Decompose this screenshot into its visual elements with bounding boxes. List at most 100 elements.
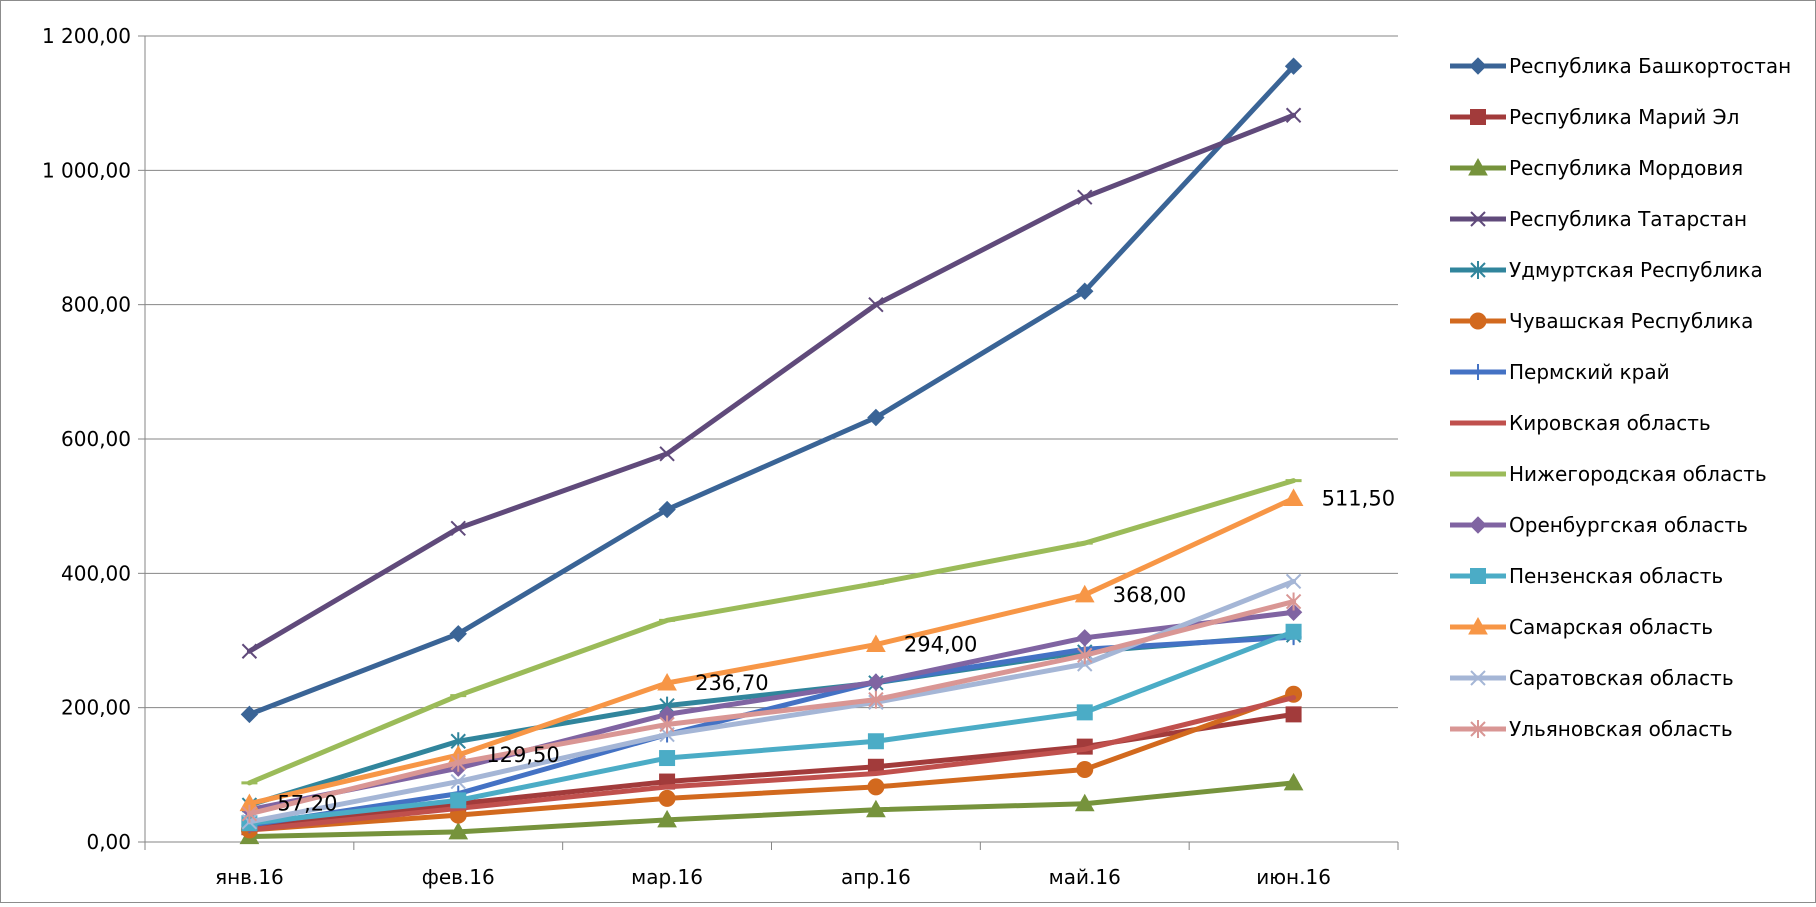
series-14 — [241, 592, 1302, 823]
series-7 — [241, 629, 1302, 834]
data-label: 129,50 — [486, 743, 559, 767]
data-point — [657, 809, 677, 828]
legend-entry: Самарская область — [1450, 615, 1713, 639]
gridlines — [145, 35, 1398, 709]
data-point — [867, 673, 885, 691]
data-point — [1074, 793, 1095, 812]
legend-entry: Нижегородская область — [1450, 462, 1767, 486]
data-point — [1077, 646, 1093, 665]
legend-entry: Пензенская область — [1450, 564, 1723, 588]
data-point — [450, 792, 467, 809]
axes: 0,00 200,00 400,00 600,00 800,00 1 000,00 1 20… — [42, 24, 1399, 889]
legend-marker — [1470, 261, 1486, 279]
data-label: 236,70 — [695, 671, 768, 695]
data-label: 368,00 — [1113, 583, 1186, 607]
data-point — [1285, 107, 1302, 123]
y-tick-label: 0,00 — [86, 830, 131, 854]
y-tick-label: 1 200,00 — [42, 24, 131, 48]
data-point — [1285, 573, 1302, 590]
series-line — [246, 478, 1297, 786]
data-point — [1076, 760, 1094, 778]
series-line — [246, 695, 1297, 833]
data-point — [868, 296, 884, 313]
legend-entry: Оренбургская область — [1450, 513, 1748, 537]
legend-entry: Республика Татарстан — [1450, 207, 1747, 231]
data-point — [1285, 706, 1302, 723]
data-point — [1284, 603, 1303, 621]
legend-marker — [1469, 57, 1487, 75]
series-1 — [240, 57, 1303, 724]
legend-label: Пензенская область — [1509, 564, 1723, 588]
legend-marker — [1470, 720, 1486, 738]
data-point — [1074, 584, 1095, 603]
legend-label: Удмуртская Республика — [1509, 258, 1763, 282]
legend-label: Нижегородская область — [1509, 462, 1767, 486]
data-point — [657, 672, 677, 691]
legend-label: Кировская область — [1509, 411, 1711, 435]
y-tick-label: 400,00 — [61, 561, 131, 585]
x-tick-label: фев.16 — [422, 865, 495, 889]
legend-label: Республика Мордовия — [1509, 156, 1743, 180]
data-point — [867, 778, 885, 796]
y-tick-label: 1 000,00 — [42, 158, 131, 182]
legend-entry: Республика Башкортостан — [1450, 54, 1791, 78]
series-lines — [239, 57, 1304, 845]
legend-label: Республика Башкортостан — [1509, 54, 1791, 78]
legend-marker — [1469, 516, 1487, 534]
data-point — [1283, 488, 1304, 506]
series-4 — [241, 107, 1302, 659]
legend-label: Республика Марий Эл — [1509, 105, 1739, 129]
legend-label: Ульяновская область — [1509, 717, 1733, 741]
data-point — [1077, 189, 1093, 205]
series-line — [246, 629, 1297, 826]
legend-marker — [1468, 616, 1488, 635]
data-point — [448, 821, 469, 840]
series-line — [246, 112, 1297, 654]
x-tick-label: янв.16 — [215, 865, 284, 889]
data-labels: 57,20 129,50 236,70 294,00 368,00 511,50 — [277, 486, 1395, 815]
x-tick-label: июн.16 — [1256, 865, 1331, 889]
data-point — [867, 733, 884, 750]
legend-marker — [1470, 568, 1486, 584]
x-tick-label: апр.16 — [841, 865, 911, 889]
data-point — [1285, 592, 1302, 611]
legend-entry: Ульяновская область — [1450, 717, 1733, 741]
data-point — [659, 750, 676, 767]
legend-entry: Республика Марий Эл — [1450, 105, 1739, 129]
series-line — [246, 495, 1297, 807]
legend-label: Самарская область — [1509, 615, 1713, 639]
legend-label: Оренбургская область — [1509, 513, 1748, 537]
legend-marker — [1468, 157, 1488, 176]
series-line — [246, 599, 1297, 817]
legend-entry: Республика Мордовия — [1450, 156, 1743, 180]
series-line — [246, 711, 1297, 830]
legend-entry: Кировская область — [1450, 411, 1711, 435]
data-point — [658, 789, 676, 807]
series-line — [246, 63, 1297, 717]
series-8 — [246, 695, 1297, 833]
series-line — [246, 691, 1297, 833]
series-9 — [241, 478, 1302, 786]
legend-marker — [1470, 364, 1486, 380]
data-point — [1285, 623, 1302, 640]
data-label: 294,00 — [904, 633, 977, 657]
legend-entry: Чувашская Республика — [1450, 309, 1753, 333]
data-label: 511,50 — [1322, 486, 1395, 510]
data-point — [450, 773, 466, 790]
y-tick-label: 200,00 — [61, 696, 131, 720]
data-label: 57,20 — [277, 792, 337, 816]
data-point — [1076, 282, 1094, 300]
series-line — [246, 609, 1297, 813]
legend-marker — [1470, 211, 1486, 227]
data-point — [868, 690, 884, 709]
series-line — [246, 780, 1297, 840]
legend-label: Чувашская Республика — [1509, 309, 1753, 333]
data-point — [658, 500, 676, 519]
data-point — [659, 715, 675, 734]
data-point — [1076, 629, 1094, 647]
data-point — [240, 705, 259, 724]
data-point — [241, 643, 258, 659]
y-tick-label: 800,00 — [61, 293, 131, 317]
legend: Республика Башкортостан Республика Марий … — [1450, 54, 1791, 741]
